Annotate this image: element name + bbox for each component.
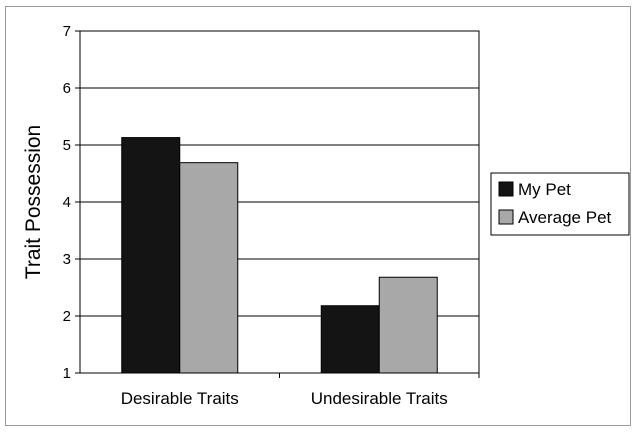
y-tick-label: 4 [63,194,71,211]
y-axis-ticks: 1 2 3 4 5 6 7 [63,23,80,382]
y-axis-label: Trait Possession [22,125,45,279]
legend-swatch-my-pet [498,181,514,197]
y-tick-label: 5 [63,137,71,154]
legend-label-my-pet: My Pet [518,180,571,199]
legend: My Pet Average Pet [490,172,630,236]
bar-average-pet-1 [179,162,239,374]
bars [121,137,438,374]
y-tick-label: 6 [63,80,71,97]
y-tick-label: 7 [63,23,71,40]
legend-label-average-pet: Average Pet [518,208,612,227]
bar-average-pet-2 [378,276,438,374]
x-category-label: Desirable Traits [121,389,239,408]
y-tick-label: 3 [63,251,71,268]
x-axis-categories: Desirable Traits Undesirable Traits [121,373,480,408]
bar-my-pet-1 [121,137,181,374]
y-tick-label: 2 [63,308,71,325]
x-category-label: Undesirable Traits [311,389,448,408]
legend-swatch-average-pet [498,209,514,225]
legend-box [490,172,630,236]
bar-my-pet-2 [320,305,380,374]
y-tick-label: 1 [63,365,71,382]
